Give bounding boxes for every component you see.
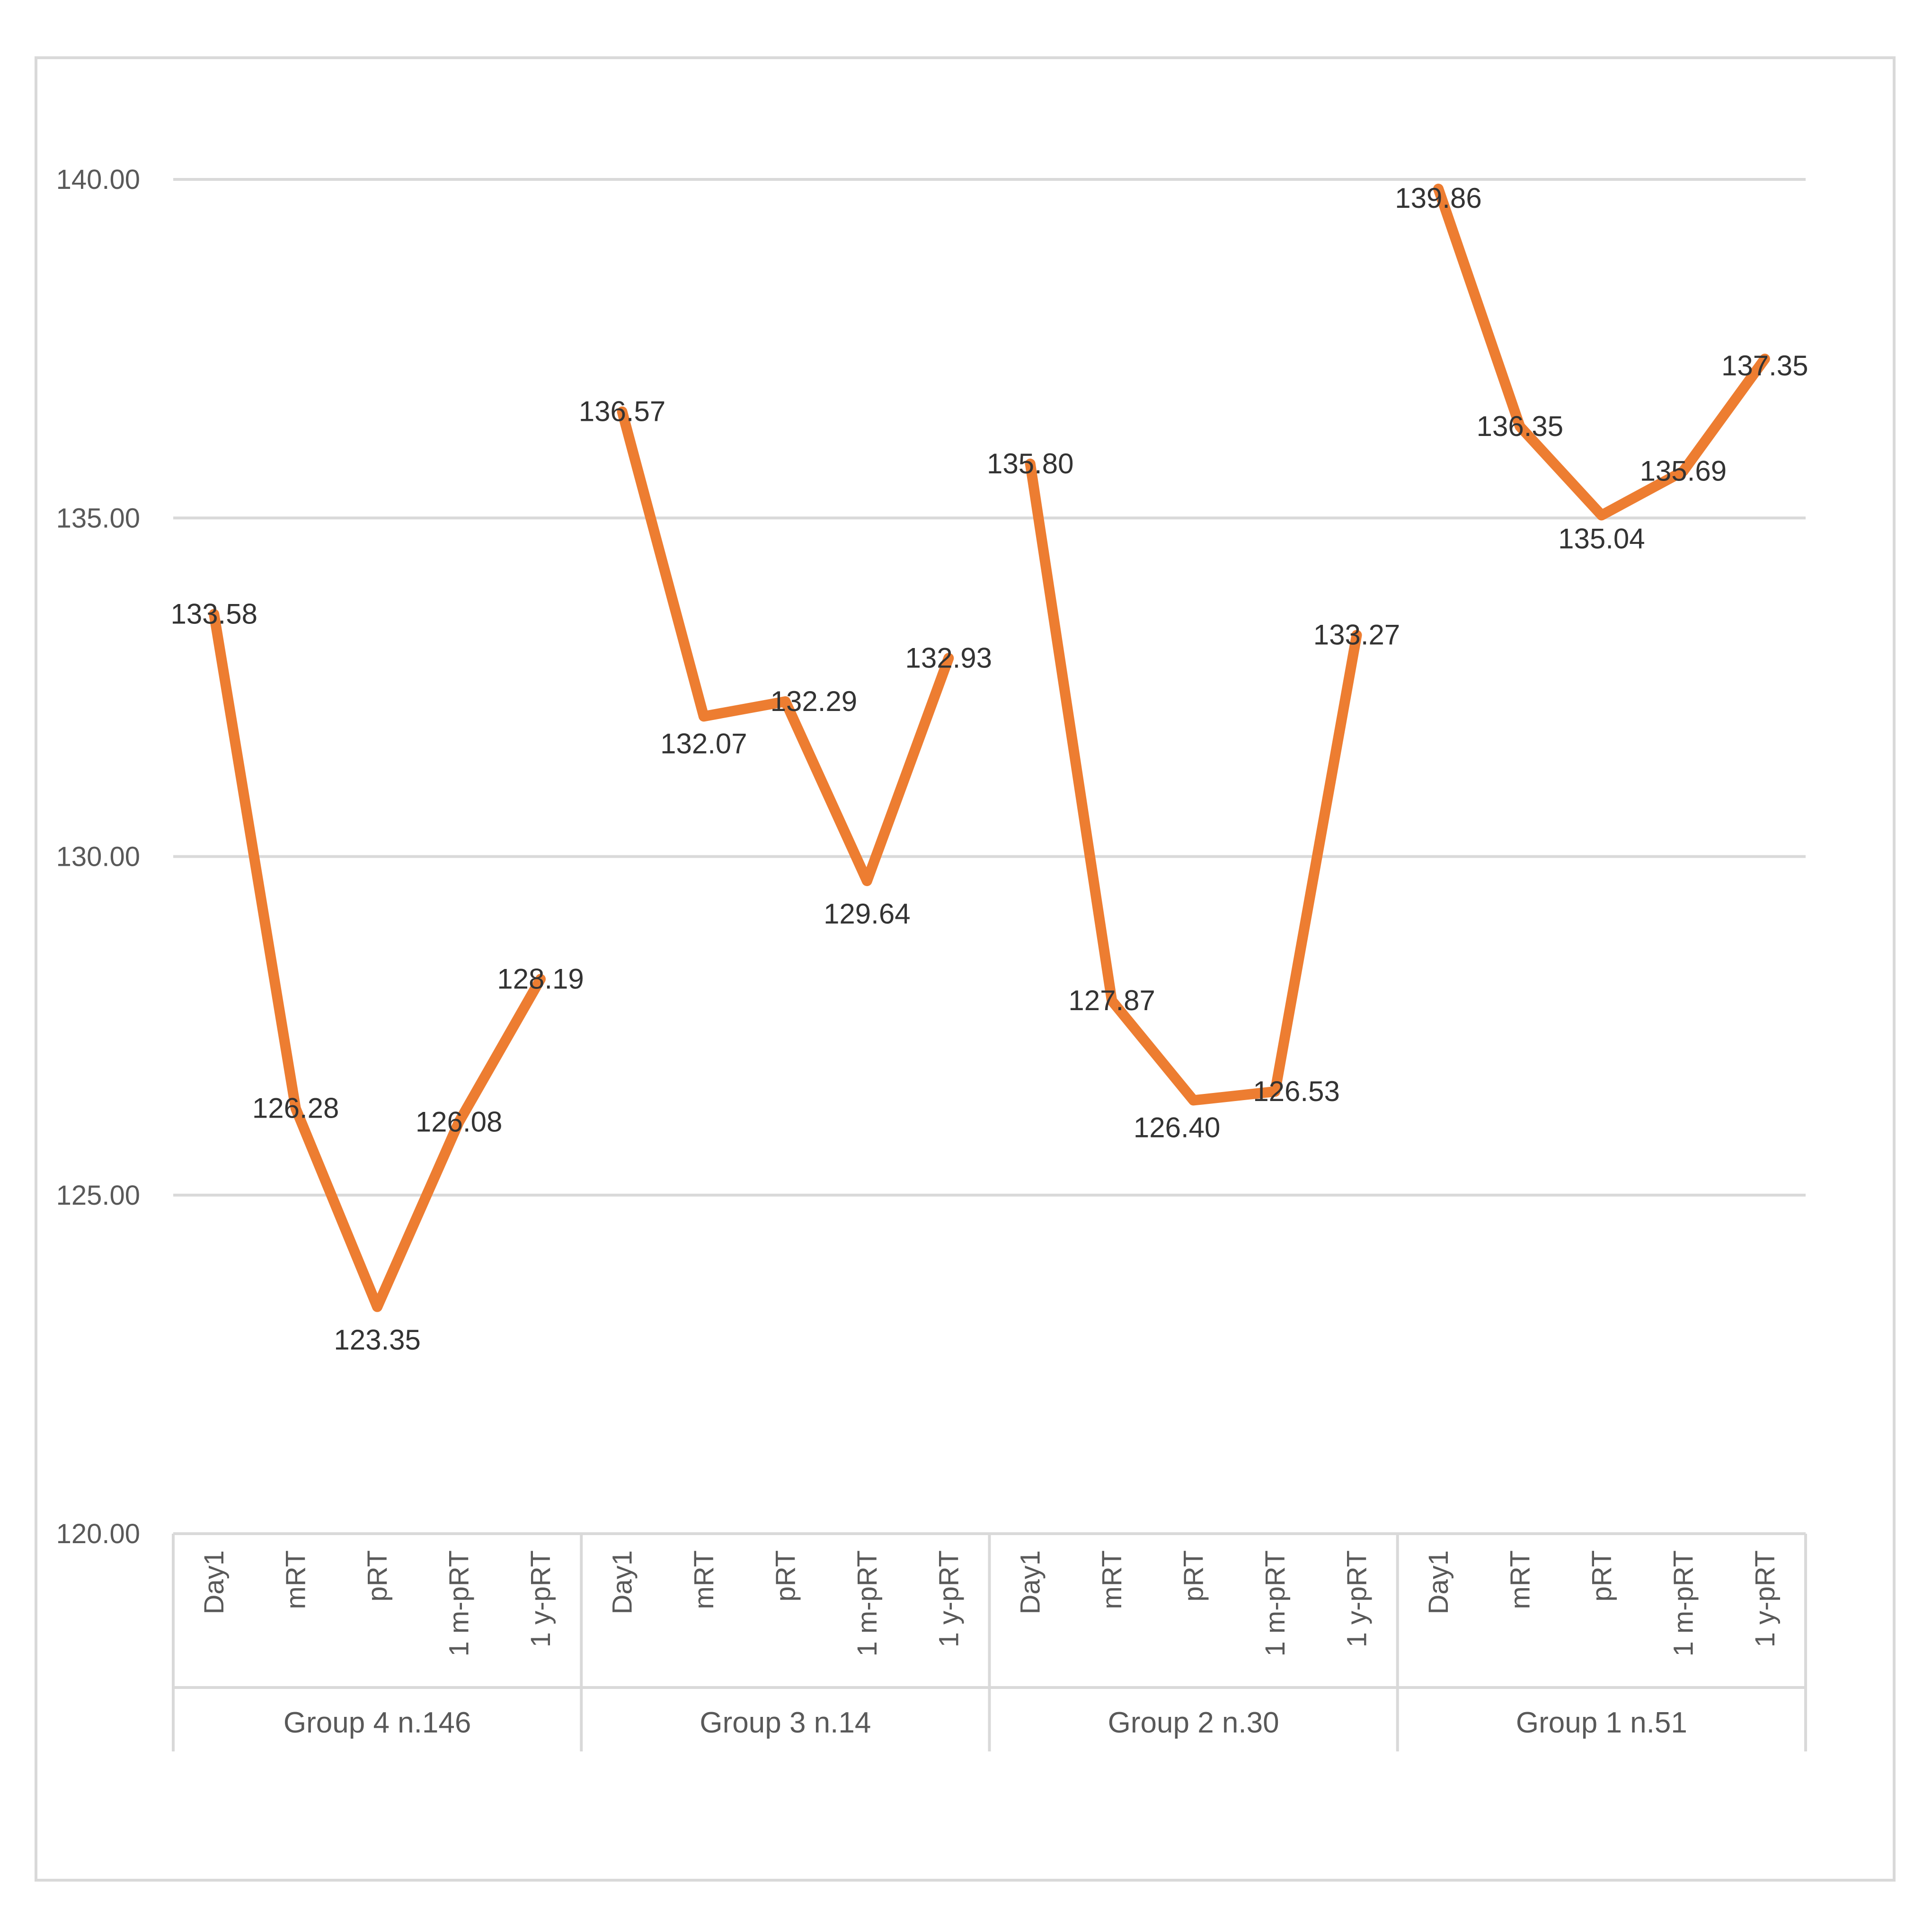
data-label: 126.28 bbox=[252, 1093, 339, 1124]
category-label: Day1 bbox=[1015, 1550, 1046, 1614]
chart-border bbox=[35, 56, 1896, 1882]
data-label: 135.04 bbox=[1558, 523, 1645, 555]
category-label: 1 m-pRT bbox=[1668, 1550, 1699, 1657]
data-label: 126.40 bbox=[1134, 1111, 1221, 1143]
category-label: 1 y-pRT bbox=[933, 1550, 964, 1647]
data-labels: 133.58 126.28 123.35 126.08 128.19 136.57 132.… bbox=[170, 182, 1808, 1356]
category-label: mRT bbox=[689, 1550, 719, 1609]
data-label: 136.57 bbox=[579, 396, 666, 427]
y-tick-label: 135.00 bbox=[56, 503, 140, 533]
category-label: 1 m-pRT bbox=[852, 1550, 883, 1657]
data-label: 132.07 bbox=[660, 728, 747, 759]
data-label: 135.69 bbox=[1640, 455, 1727, 487]
category-labels: Day1 mRT pRT 1 m-pRT 1 y-pRT Day1 mRT pRT 1 m-pR… bbox=[199, 1550, 1781, 1657]
category-label: 1 y-pRT bbox=[1342, 1550, 1373, 1647]
data-label: 136.35 bbox=[1477, 410, 1564, 442]
category-label: pRT bbox=[1586, 1550, 1617, 1602]
series-line-group-4 bbox=[1433, 184, 1770, 521]
series-line-group-3 bbox=[1025, 458, 1362, 1106]
category-label: 1 y-pRT bbox=[525, 1550, 556, 1647]
data-label: 133.58 bbox=[170, 598, 257, 630]
category-label: mRT bbox=[1505, 1550, 1535, 1609]
group-labels: Group 4 n.146 Group 3 n.14 Group 2 n.30 Gro… bbox=[284, 1706, 1687, 1739]
category-label: 1 m-pRT bbox=[1260, 1550, 1291, 1657]
group-label: Group 1 n.51 bbox=[1516, 1706, 1687, 1739]
category-label: Day1 bbox=[607, 1550, 638, 1614]
category-label: pRT bbox=[1179, 1550, 1209, 1602]
data-label: 129.64 bbox=[824, 898, 911, 930]
data-label: 132.93 bbox=[905, 642, 993, 674]
data-label: 135.80 bbox=[987, 448, 1074, 480]
y-tick-label: 130.00 bbox=[56, 842, 140, 872]
group-label: Group 2 n.30 bbox=[1108, 1706, 1279, 1739]
category-label: mRT bbox=[281, 1550, 311, 1609]
series-line-group-2 bbox=[617, 406, 954, 886]
data-label: 133.27 bbox=[1313, 619, 1400, 651]
data-label: 132.29 bbox=[771, 685, 858, 717]
category-label: 1 y-pRT bbox=[1750, 1550, 1781, 1647]
data-label: 139.86 bbox=[1395, 182, 1482, 214]
category-label: Day1 bbox=[1423, 1550, 1454, 1614]
group-label: Group 4 n.146 bbox=[284, 1706, 471, 1739]
gridlines bbox=[173, 178, 1806, 1197]
series-lines bbox=[209, 184, 1770, 1312]
y-axis-ticks: 120.00 125.00 130.00 135.00 140.00 bbox=[56, 164, 140, 1549]
y-tick-label: 125.00 bbox=[56, 1180, 140, 1211]
x-axis bbox=[172, 1532, 1807, 1751]
data-label: 127.87 bbox=[1068, 985, 1155, 1016]
series-line-group-1 bbox=[209, 609, 546, 1312]
y-tick-label: 140.00 bbox=[56, 164, 140, 195]
category-label: pRT bbox=[362, 1550, 393, 1602]
category-label: 1 m-pRT bbox=[444, 1550, 475, 1657]
data-label: 137.35 bbox=[1721, 350, 1808, 382]
data-label: 126.08 bbox=[416, 1106, 503, 1137]
y-tick-label: 120.00 bbox=[56, 1519, 140, 1549]
data-label: 128.19 bbox=[497, 963, 584, 995]
group-label: Group 3 n.14 bbox=[700, 1706, 871, 1739]
data-label: 123.35 bbox=[334, 1324, 421, 1356]
category-label: pRT bbox=[770, 1550, 801, 1602]
category-label: mRT bbox=[1097, 1550, 1127, 1609]
category-label: Day1 bbox=[199, 1550, 230, 1614]
data-label: 126.53 bbox=[1253, 1075, 1340, 1107]
